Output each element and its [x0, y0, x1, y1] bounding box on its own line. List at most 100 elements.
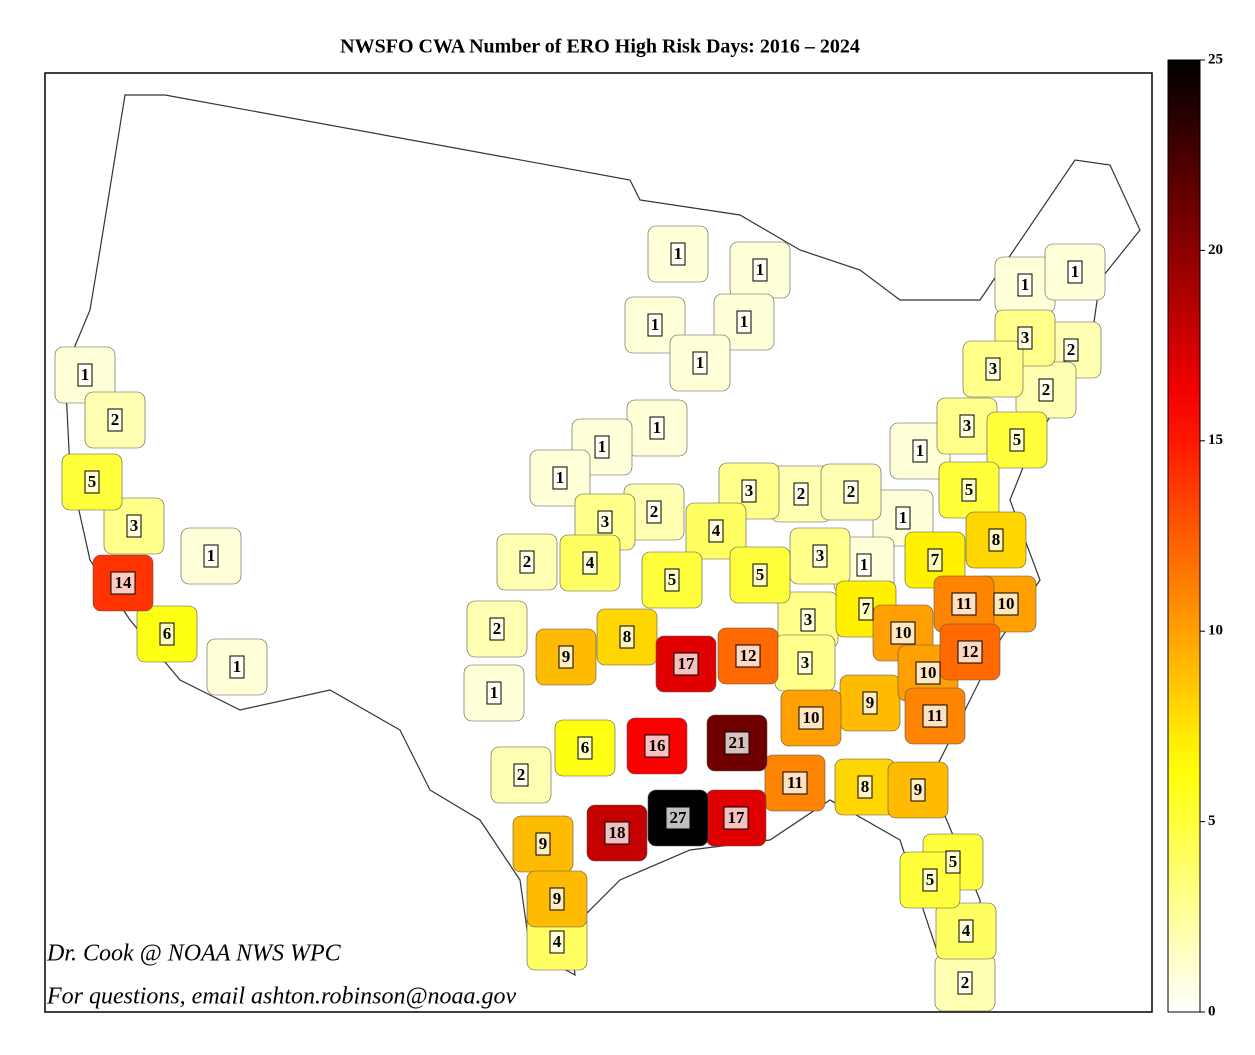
value-label-box: [604, 821, 630, 845]
value-label-box: [107, 408, 123, 432]
value-label-box: [723, 806, 749, 830]
value-label: 1: [207, 546, 216, 565]
value-label-box: [486, 681, 502, 705]
value-label-box: [752, 258, 768, 282]
value-label-box: [988, 528, 1004, 552]
value-label: 9: [562, 647, 571, 666]
value-label-box: [110, 571, 136, 595]
value-label: 10: [998, 594, 1015, 613]
value-label-box: [229, 655, 245, 679]
value-label-box: [957, 640, 983, 664]
value-label-box: [915, 661, 941, 685]
value-label-box: [961, 478, 977, 502]
value-label: 1: [916, 441, 925, 460]
value-label: 4: [712, 521, 721, 540]
value-label: 14: [115, 573, 133, 592]
value-label-box: [735, 644, 761, 668]
value-label-box: [673, 652, 699, 676]
value-label: 2: [493, 619, 502, 638]
value-label: 1: [233, 657, 242, 676]
value-label-box: [797, 651, 813, 675]
value-label: 4: [962, 921, 971, 940]
value-label-box: [945, 850, 961, 874]
value-label-box: [782, 771, 808, 795]
value-label: 8: [861, 777, 870, 796]
value-label-box: [708, 519, 724, 543]
value-label: 1: [490, 683, 499, 702]
value-label-box: [959, 414, 975, 438]
value-label: 12: [740, 646, 757, 665]
value-label-box: [812, 544, 828, 568]
value-label: 5: [88, 472, 97, 491]
value-label: 3: [1021, 328, 1030, 347]
value-label: 9: [539, 834, 548, 853]
value-label: 5: [668, 570, 677, 589]
colorbar-tick-label: 20: [1208, 242, 1223, 258]
value-label-box: [752, 563, 768, 587]
colorbar-tick-label: 15: [1208, 432, 1223, 448]
value-label-box: [692, 351, 708, 375]
value-label: 5: [949, 852, 958, 871]
value-label-box: [84, 470, 100, 494]
value-label-box: [895, 506, 911, 530]
value-label: 1: [653, 418, 662, 437]
value-label: 10: [920, 663, 937, 682]
value-label: 9: [866, 693, 875, 712]
value-label-box: [649, 416, 665, 440]
value-label: 4: [586, 553, 595, 572]
value-label-box: [126, 514, 142, 538]
value-label-box: [993, 592, 1019, 616]
colorbar-tick-label: 10: [1208, 623, 1223, 639]
value-label: 3: [963, 416, 972, 435]
colorbar-tick-label: 0: [1208, 1003, 1216, 1019]
value-label: 3: [816, 546, 825, 565]
value-label-box: [958, 919, 974, 943]
value-label-box: [1017, 326, 1033, 350]
value-label-box: [519, 550, 535, 574]
value-label-box: [858, 597, 874, 621]
value-label-box: [159, 622, 175, 646]
contact-text: For questions, email ashton.robinson@noa…: [46, 984, 517, 1010]
value-label-box: [597, 510, 613, 534]
value-label-box: [922, 704, 948, 728]
value-label: 1: [696, 353, 705, 372]
value-label-box: [77, 363, 93, 387]
value-label-box: [664, 568, 680, 592]
value-label-box: [558, 645, 574, 669]
value-label-box: [856, 553, 872, 577]
value-label: 7: [931, 550, 940, 569]
value-label-box: [1067, 260, 1083, 284]
value-label: 3: [745, 481, 754, 500]
value-label-box: [912, 439, 928, 463]
credit-text: Dr. Cook @ NOAA NWS WPC: [46, 941, 342, 967]
value-label-box: [793, 482, 809, 506]
value-label: 2: [517, 765, 526, 784]
value-label: 8: [992, 530, 1001, 549]
value-label: 12: [962, 642, 979, 661]
value-label-box: [1063, 338, 1079, 362]
value-label-box: [800, 608, 816, 632]
value-label: 2: [111, 410, 120, 429]
value-label: 1: [598, 437, 607, 456]
value-label-box: [644, 734, 670, 758]
value-label-box: [549, 887, 565, 911]
value-label: 1: [674, 244, 683, 263]
value-label-box: [741, 479, 757, 503]
value-label: 2: [797, 484, 806, 503]
value-label-box: [957, 971, 973, 995]
value-label-box: [665, 806, 691, 830]
value-label: 18: [609, 823, 626, 842]
value-label-box: [670, 242, 686, 266]
value-label: 11: [956, 594, 972, 613]
value-label: 1: [1021, 275, 1030, 294]
value-label-box: [922, 868, 938, 892]
value-label-box: [890, 621, 916, 645]
value-label: 4: [553, 932, 562, 951]
value-label-box: [647, 313, 663, 337]
colorbar: [1167, 59, 1201, 1013]
map-title: NWSFO CWA Number of ERO High Risk Days: …: [340, 36, 860, 58]
value-label-box: [985, 357, 1001, 381]
value-label: 17: [728, 808, 746, 827]
value-label: 5: [926, 870, 935, 889]
value-label-box: [203, 544, 219, 568]
